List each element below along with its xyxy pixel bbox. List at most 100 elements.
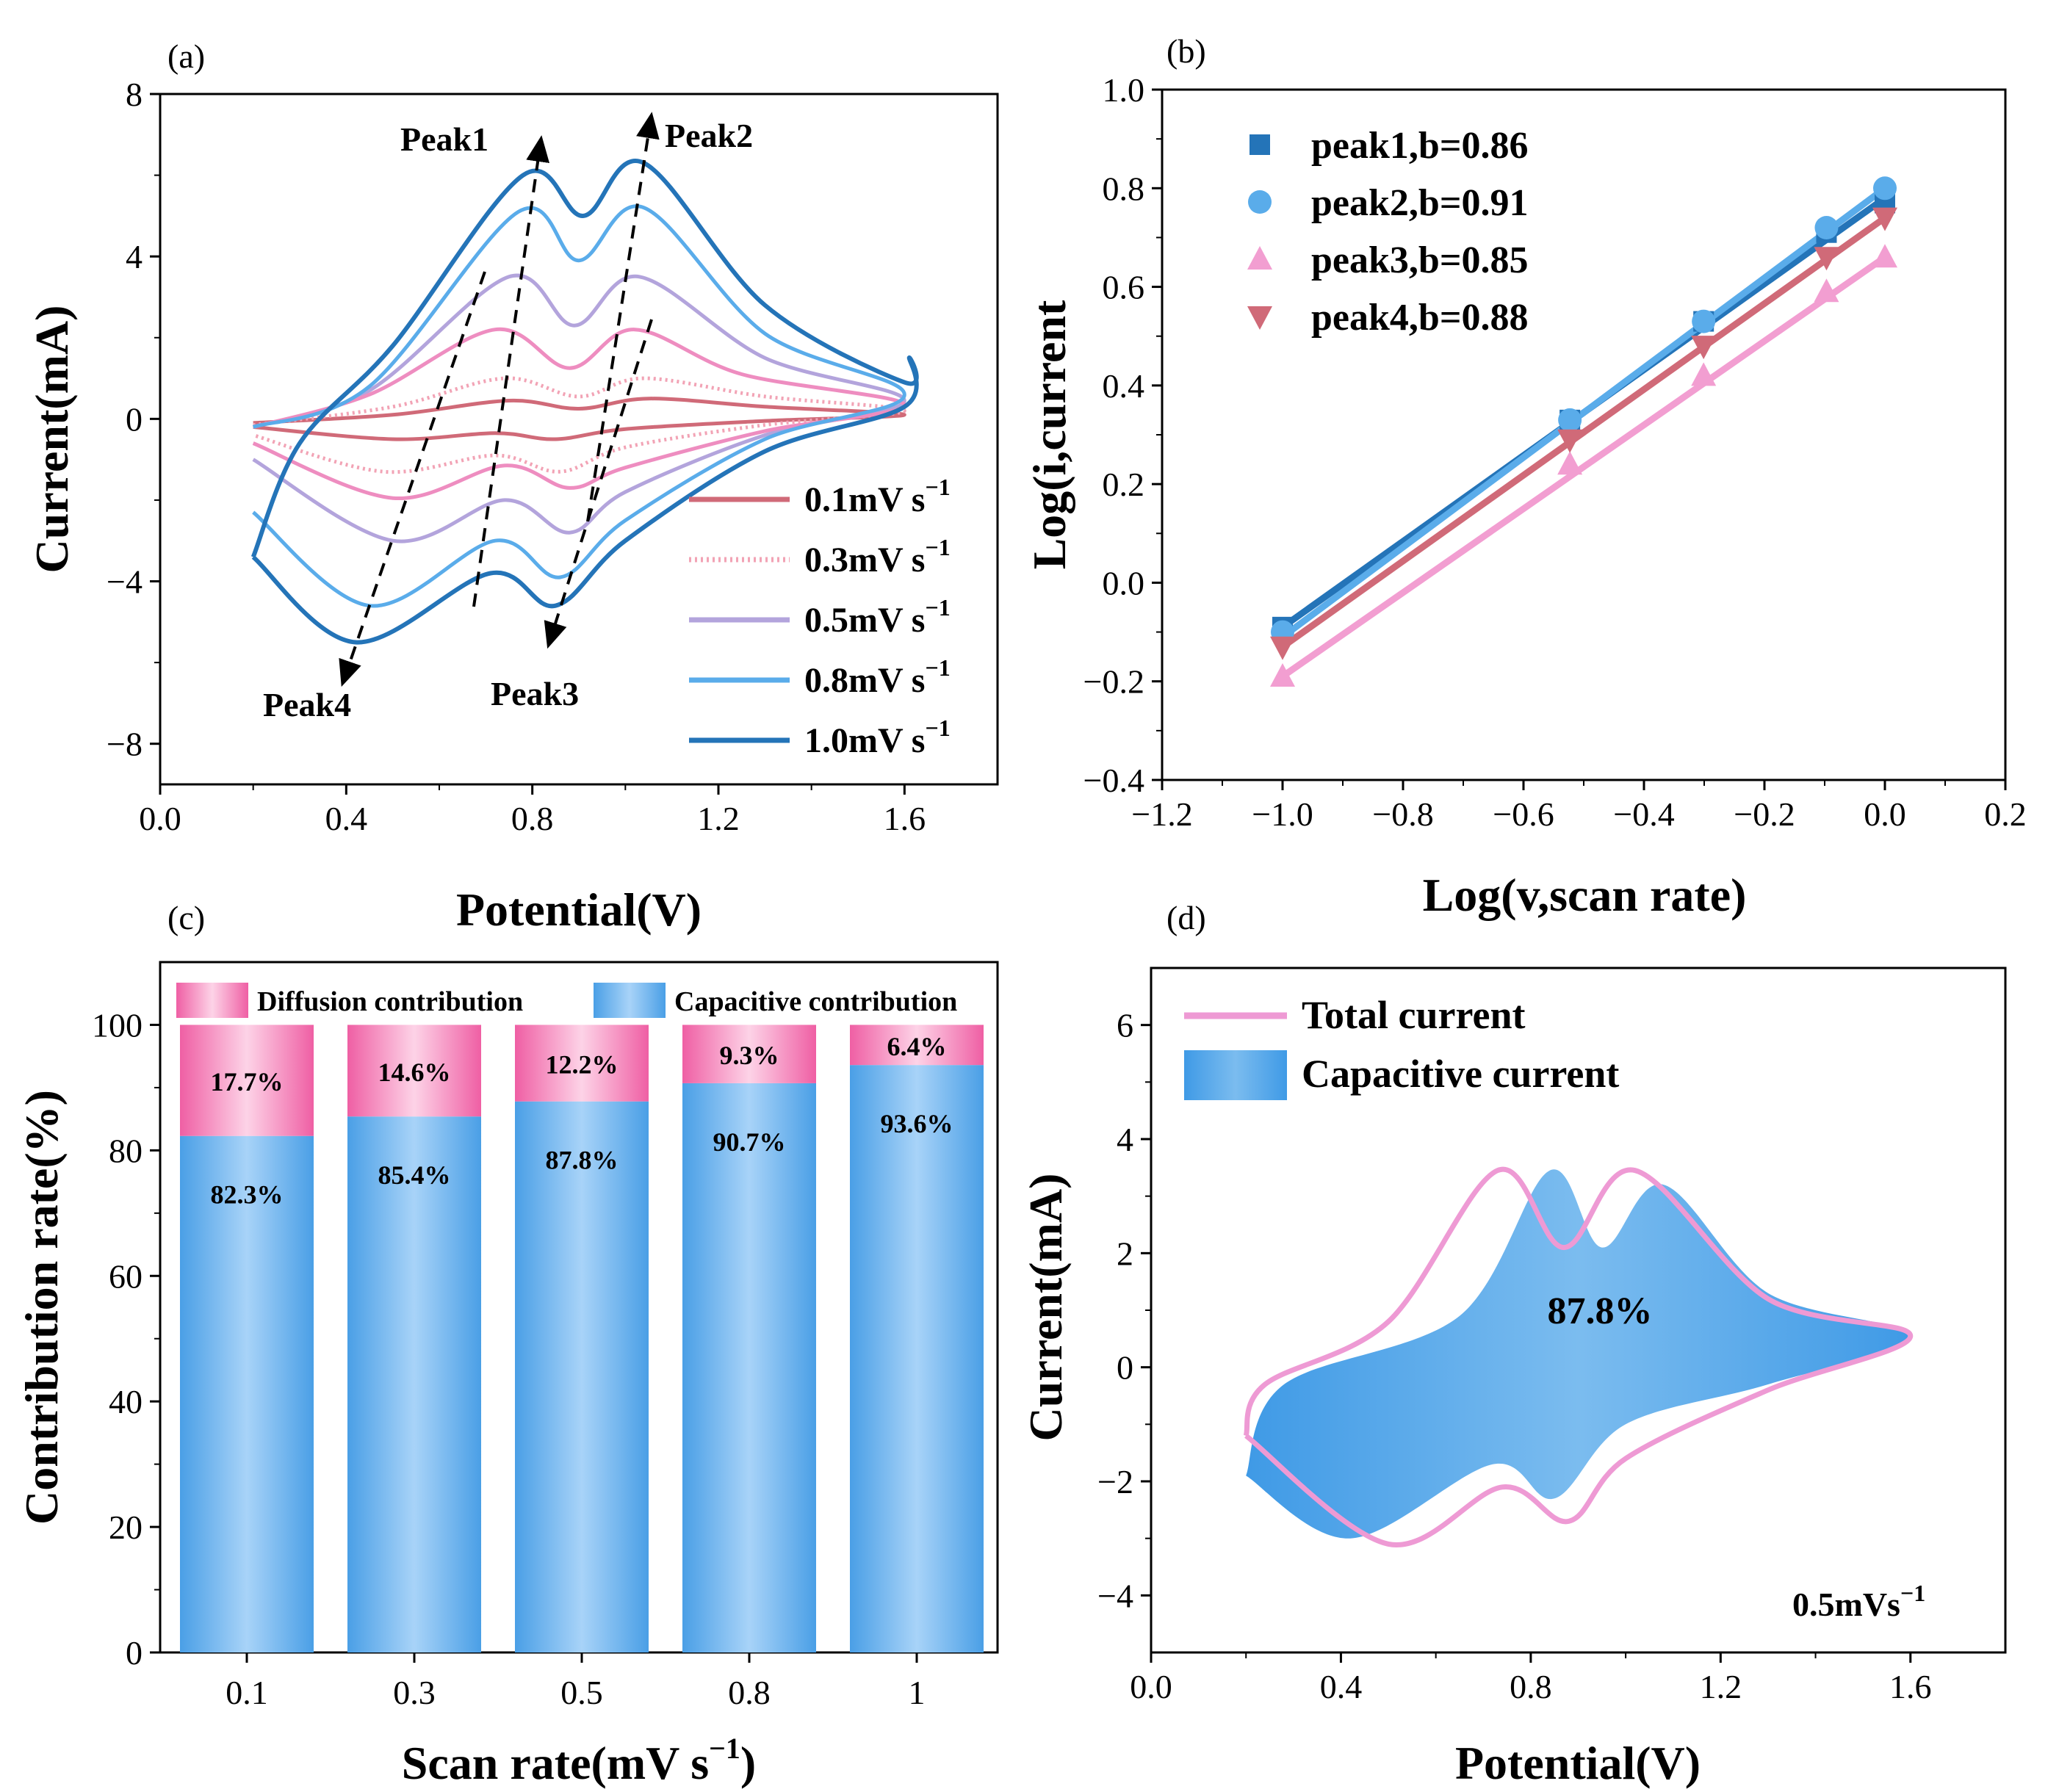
data-point-peak2: [1692, 309, 1716, 333]
svg-text:Scan rate(mV s−1): Scan rate(mV s−1): [402, 1732, 756, 1789]
capacitive-area: [1246, 1169, 1911, 1539]
panel-a-legend: 0.1mV s−10.3mV s−10.5mV s−10.8mV s−11.0m…: [689, 474, 951, 760]
panel-d-ytick-label: −2: [1097, 1463, 1133, 1500]
panel-d-legend: Total current Capacitive current: [1184, 993, 1619, 1100]
panel-a: (a) 0.0 0.4 0.8 1.2 1.6 −8 −4 0 4 8 Peak1 Peak2 P…: [26, 37, 999, 936]
panel-d-xtick-label: 0.8: [1510, 1668, 1552, 1705]
peak3-label: Peak3: [491, 675, 579, 712]
panel-c-xtick-label: 1: [909, 1674, 926, 1711]
panel-b-label: (b): [1166, 32, 1206, 70]
panel-b-xtick-label: −0.4: [1613, 795, 1674, 833]
bar-capacitive: [850, 1065, 984, 1652]
legend-total-label: Total current: [1302, 993, 1526, 1037]
data-point-peak2: [1558, 408, 1582, 432]
bar-diffusion: [347, 1025, 481, 1117]
legend-b-label: peak3,b=0.85: [1311, 239, 1528, 281]
data-point-peak4: [1691, 336, 1717, 360]
data-point-peak3: [1270, 663, 1295, 687]
panel-c-xlabel-exp: −1: [709, 1732, 740, 1765]
bar-diffusion-label: 17.7%: [211, 1067, 284, 1096]
panel-b-ytick-label: 0.8: [1103, 170, 1145, 207]
cv-curve-0-3: [253, 376, 906, 474]
legend-a-label: 0.3mV s−1: [804, 534, 951, 579]
panel-a-label: (a): [167, 37, 205, 75]
panel-c-xlabel-end: ): [740, 1737, 756, 1789]
legend-capacitive-label: Capacitive contribution: [674, 986, 957, 1017]
legend-a-label: 0.5mV s−1: [804, 594, 951, 640]
panel-c-legend: Diffusion contribution Capacitive contri…: [176, 983, 957, 1018]
cv-curve-0-8: [252, 204, 906, 608]
data-point-peak4: [1557, 429, 1583, 453]
bar-capacitive: [515, 1101, 649, 1652]
panel-c-ytick-label: 20: [109, 1509, 143, 1546]
panel-a-ytick-label: 8: [126, 76, 143, 113]
panel-b-ytick-label: 0.6: [1103, 269, 1145, 306]
panel-d-xtick-label: 0.0: [1130, 1668, 1172, 1705]
bar-capacitive-label: 87.8%: [546, 1146, 619, 1175]
data-point-peak3: [1814, 278, 1839, 303]
panel-b-ylabel: Log(i,current: [1023, 300, 1075, 569]
panel-a-ylabel: Current(mA): [26, 306, 78, 574]
panel-b-xtick-label: −0.2: [1734, 795, 1795, 833]
panel-d-ticks: 0.0 0.4 0.8 1.2 1.6 −4 −2 0 2 4 6: [1097, 1007, 1931, 1705]
arrow-peak2: [586, 112, 660, 522]
legend-capacitive-swatch: [594, 983, 666, 1018]
legend-a-unit: mV s: [848, 721, 925, 760]
legend-a-rate: 0.3: [804, 541, 848, 579]
legend-a-exp: −1: [925, 534, 950, 560]
panel-b-xlabel: Log(v,scan rate): [1423, 869, 1747, 921]
panel-c-xtick-label: 0.1: [226, 1674, 268, 1711]
panel-d-ytick-label: 0: [1117, 1349, 1133, 1387]
panel-b-ytick-label: 0.4: [1103, 367, 1145, 405]
panel-d-ylabel: Current(mA): [1020, 1174, 1072, 1442]
panel-b-xtick-label: 0.2: [1984, 795, 2027, 833]
legend-b-label: peak1,b=0.86: [1311, 125, 1528, 167]
panel-c-ylabel: Contribution rate(%): [15, 1090, 68, 1525]
bar-diffusion-label: 9.3%: [720, 1041, 779, 1070]
legend-a-unit: mV s: [848, 601, 925, 640]
bar-capacitive-label: 93.6%: [881, 1109, 953, 1138]
panel-c-ytick-label: 100: [92, 1006, 143, 1044]
legend-b-marker: [1247, 246, 1272, 270]
bar-capacitive-label: 82.3%: [211, 1180, 284, 1210]
panel-c-ytick-label: 80: [109, 1132, 143, 1169]
legend-capacitive-current-label: Capacitive current: [1302, 1052, 1619, 1096]
bar-diffusion-label: 14.6%: [378, 1058, 451, 1087]
legend-b-label: peak2,b=0.91: [1311, 182, 1528, 224]
panel-d-rate-exp: −1: [1900, 1580, 1925, 1606]
legend-a-unit: mV s: [848, 541, 925, 579]
panel-c-ytick-label: 60: [109, 1257, 143, 1295]
peak4-label: Peak4: [263, 686, 351, 723]
data-point-peak4: [1814, 247, 1839, 271]
panel-b-xtick-label: −0.6: [1493, 795, 1554, 833]
legend-a-rate: 0.8: [804, 661, 848, 700]
panel-b-xtick-label: −0.8: [1372, 795, 1433, 833]
fit-line-2: [1280, 185, 1887, 640]
arrow-peak1: [472, 135, 549, 607]
legend-a-rate: 1.0: [804, 721, 848, 760]
panel-a-ytick-label: 4: [126, 238, 143, 275]
panel-b-ytick-label: −0.2: [1083, 663, 1144, 701]
panel-c-ytick-label: 0: [126, 1634, 143, 1672]
data-point-peak4: [1270, 636, 1295, 660]
bar-capacitive-label: 90.7%: [713, 1127, 786, 1157]
bar-capacitive-label: 85.4%: [378, 1160, 451, 1190]
panel-a-ytick-label: −4: [107, 563, 143, 601]
legend-b-marker: [1248, 190, 1272, 214]
panel-a-curves: [250, 159, 919, 645]
fit-line-3: [1280, 254, 1887, 679]
data-point-peak3: [1872, 244, 1897, 268]
legend-b-marker: [1247, 306, 1272, 330]
legend-a-rate: 0.5: [804, 601, 848, 640]
panel-b-ytick-label: 0.2: [1103, 466, 1145, 503]
cv-curve-0-1: [253, 397, 906, 441]
panel-c-bars: 82.3% 17.7% 85.4% 14.6% 87.8% 12.2% 90.7% 9.3% 9…: [180, 1025, 984, 1652]
panel-c-xtick-label: 0.8: [728, 1674, 771, 1711]
panel-c-ytick-label: 40: [109, 1383, 143, 1420]
panel-d-xlabel: Potential(V): [1455, 1737, 1701, 1789]
panel-b-ytick-label: −0.4: [1083, 762, 1144, 799]
legend-a-exp: −1: [925, 715, 950, 741]
total-current-curve: [1243, 1166, 1914, 1547]
panel-a-xlabel: Potential(V): [456, 884, 702, 936]
